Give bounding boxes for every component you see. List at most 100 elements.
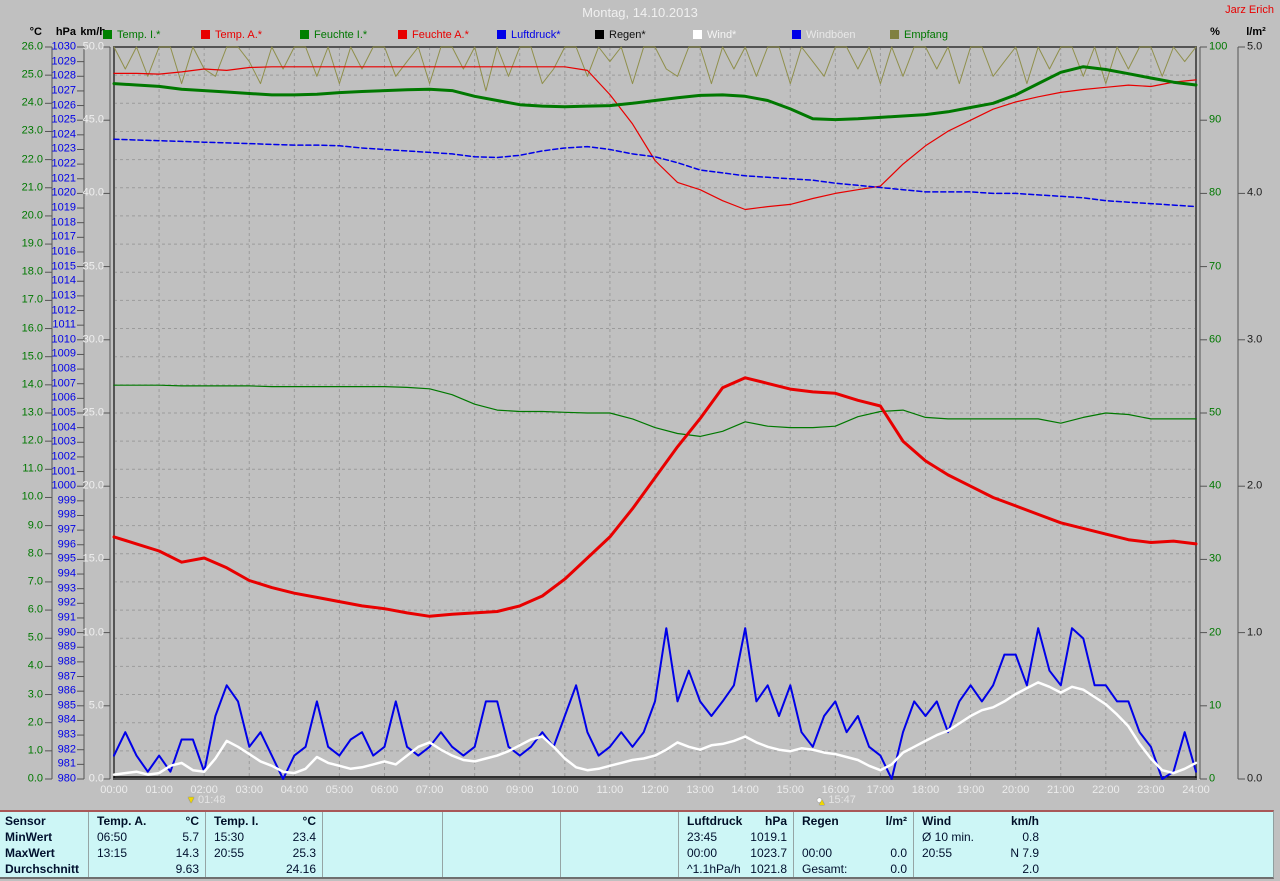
page-title: Montag, 14.10.2013	[582, 5, 698, 20]
axis-tick-label: 990	[57, 626, 76, 639]
table-cell-label: Luftdruck	[687, 814, 743, 828]
table-row: 20:55 25.3	[205, 846, 322, 861]
table-row	[560, 862, 678, 877]
x-axis-tick-label: 07:00	[415, 784, 444, 796]
axis-tick-label: 1027	[51, 84, 76, 97]
table-cell-label: Gesamt:	[802, 862, 848, 876]
x-axis-tick-label: 12:00	[641, 784, 669, 796]
axis-tick-label: 1000	[51, 479, 76, 492]
x-axis-tick-label: 10:00	[551, 784, 579, 796]
legend-item-luftdruck: Luftdruck*	[497, 29, 561, 42]
axis-tick-label: 6.0	[27, 603, 43, 616]
axis-tick-label: 20.0	[82, 479, 104, 492]
legend-item-tempi: Temp. I.*	[103, 29, 160, 42]
axis-header-celsius: °C	[29, 26, 42, 38]
axis-tick-label: 9.0	[27, 519, 43, 532]
table-cell-value: 1019.1	[750, 830, 787, 844]
legend-label: Temp. I.*	[117, 29, 161, 41]
x-axis-tick-label: 08:00	[460, 784, 489, 796]
axis-tick-label: 4.0	[1247, 186, 1263, 199]
table-row: Temp. I. °C	[205, 814, 322, 829]
table-cell-label: 20:55	[922, 846, 953, 860]
axis-tick-label: 0.0	[1247, 772, 1263, 785]
series-temp-i	[112, 65, 1198, 122]
table-row	[322, 862, 442, 877]
x-axis-tick-label: 13:00	[686, 784, 714, 796]
legend-swatch-icon	[693, 30, 702, 39]
axis-tick-label: 986	[57, 684, 76, 697]
table-cell-label: ^1.1hPa/h	[687, 862, 741, 876]
table-cell-label: Temp. I.	[214, 814, 259, 828]
legend-swatch-icon	[201, 30, 210, 39]
table-row	[560, 830, 678, 845]
table-cell-value: 25.3	[292, 846, 316, 860]
table-row: ^1.1hPa/h 1021.8	[678, 862, 793, 877]
table-row: 00:00 1023.7	[678, 846, 793, 861]
legend-label: Feuchte A.*	[412, 29, 469, 41]
table-cell-value: 1023.7	[750, 846, 787, 860]
axis-tick-label: 16.0	[21, 322, 43, 335]
time-marker-label: 15:47	[828, 794, 856, 806]
x-axis-tick-label: 04:00	[280, 784, 309, 796]
axis-tick-label: 1028	[51, 69, 76, 82]
table-cell-value: 2.0	[1022, 862, 1039, 876]
table-column-regen: Regen l/m² 00:00 0.0 Gesamt: 0.0	[793, 812, 913, 877]
table-cell-label: Temp. A.	[97, 814, 147, 828]
axis-tick-label: 21.0	[21, 181, 43, 194]
series-feuchte-a	[113, 66, 1197, 211]
axis-tick-label: 0.0	[88, 772, 104, 785]
axis-tick-label: 50.0	[82, 40, 104, 53]
axis-tick-label: 1024	[51, 128, 76, 141]
axis-tick-label: 5.0	[1247, 40, 1263, 53]
axis-tick-label: 12.0	[21, 434, 43, 447]
table-cell-value: 1021.8	[750, 862, 787, 876]
axis-tick-label: 22.0	[21, 153, 43, 166]
axis-tick-label: 26.0	[21, 40, 43, 53]
table-row: 00:00 0.0	[793, 846, 913, 861]
legend-item-windböen: Windböen	[792, 29, 856, 42]
time-marker-label: 01:48	[198, 794, 226, 806]
table-column-empty	[322, 812, 442, 877]
table-row: 06:50 5.7	[88, 830, 205, 845]
axis-tick-label: 40	[1209, 479, 1222, 492]
axis-tick-label: 1011	[52, 318, 76, 331]
x-axis-tick-label: 21:00	[1046, 784, 1075, 796]
table-row	[322, 846, 442, 861]
table-divider	[913, 812, 914, 877]
x-axis-tick-label: 05:00	[325, 784, 354, 796]
axis-tick-label: 60	[1209, 333, 1222, 346]
legend-label: Feuchte I.*	[314, 29, 368, 41]
table-cell-label: 13:15	[97, 846, 128, 860]
table-divider	[678, 812, 679, 877]
legend-item-regen: Regen*	[595, 29, 646, 42]
axis-tick-label: 1029	[51, 55, 76, 68]
x-axis-tick-label: 22:00	[1092, 784, 1120, 796]
axis-tick-label: 989	[57, 640, 76, 653]
axis-tick-label: 2.0	[27, 716, 43, 729]
legend-label: Windböen	[806, 29, 856, 41]
axis-tick-label: 80	[1209, 186, 1222, 199]
table-column-wind: Wind km/h Ø 10 min. 0.8 20:55 N 7.9 2.0	[913, 812, 1045, 877]
x-axis-tick-label: 15:00	[776, 784, 805, 796]
axis-tick-label: 1006	[51, 391, 76, 404]
table-row	[560, 846, 678, 861]
table-row: 15:30 23.4	[205, 830, 322, 845]
axis-tick-label: 987	[57, 670, 76, 683]
table-cell-value: 24.16	[285, 862, 316, 876]
axis-tick-label: 5.0	[88, 699, 104, 712]
axis-tick-label: 993	[57, 582, 76, 595]
axis-tick-label: 1015	[51, 260, 76, 273]
legend-label: Empfang	[904, 29, 949, 41]
x-axis-tick-label: 01:00	[145, 784, 173, 796]
series-temp-a	[112, 376, 1198, 618]
table-cell-value: l/m²	[885, 814, 907, 828]
table-cell-label: Regen	[802, 814, 839, 828]
table-cell-value: 5.7	[182, 830, 199, 844]
legend-label: Temp. A.*	[215, 29, 263, 41]
x-axis-tick-label: 23:00	[1137, 784, 1165, 796]
summary-table: Sensor MinWert MaxWert Durchschnitt Temp. A.…	[0, 810, 1274, 879]
axis-tick-label: 1023	[51, 142, 76, 155]
legend-swatch-icon	[792, 30, 801, 39]
